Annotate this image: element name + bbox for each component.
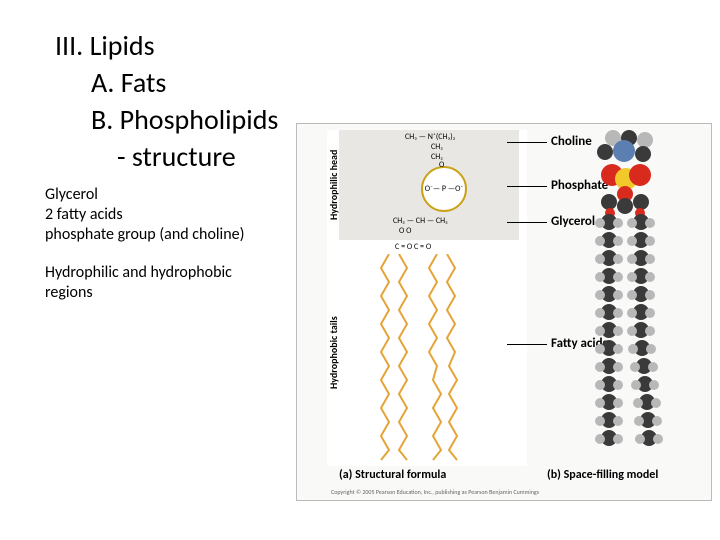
- atom-h: [595, 308, 605, 318]
- atom-h: [653, 434, 663, 444]
- atom-h: [595, 434, 605, 444]
- atom-h: [595, 362, 605, 372]
- atom-h: [634, 416, 644, 426]
- atom-h: [613, 290, 623, 300]
- atom-h: [613, 344, 623, 354]
- atom-n: [613, 140, 635, 162]
- atom-h: [613, 362, 623, 372]
- atom-h: [627, 254, 637, 264]
- atom-h: [645, 254, 655, 264]
- atom-h: [633, 398, 643, 408]
- sf-tail: [629, 214, 653, 460]
- atom-h: [595, 398, 605, 408]
- atom-h: [627, 272, 637, 282]
- chem-o-dbl: O: [439, 160, 444, 170]
- atom-h: [613, 254, 623, 264]
- atom-h: [645, 326, 655, 336]
- atom-h: [613, 326, 623, 336]
- atom-h: [613, 308, 623, 318]
- chem-glyc: CH₂ — CH — CH₂: [393, 216, 448, 226]
- atom-h: [595, 218, 605, 228]
- atom-h: [595, 326, 605, 336]
- atom-c: [617, 198, 633, 214]
- note-line: Hydrophilic and hydrophobic: [45, 263, 244, 283]
- caption-a: (a) Structural formula: [339, 468, 446, 482]
- atom-h: [595, 380, 605, 390]
- atom-h: [645, 236, 655, 246]
- note-line: Glycerol: [45, 185, 244, 205]
- phosphate-ring: O⁻— P —O⁻: [421, 166, 467, 212]
- outline-l2a: A. Fats: [91, 65, 278, 100]
- atom-h: [630, 362, 640, 372]
- atom-h: [649, 380, 659, 390]
- atom-h: [627, 308, 637, 318]
- phospholipid-diagram: Hydrophilic head Hydrophobic tails CH₃ —…: [296, 123, 712, 501]
- atom-h: [613, 398, 623, 408]
- atom-h: [595, 416, 605, 426]
- atom-h: [627, 290, 637, 300]
- note-line: phosphate group (and choline): [45, 225, 244, 245]
- atom-h: [595, 254, 605, 264]
- atom-h: [651, 398, 661, 408]
- caption-b: (b) Space-filling model: [547, 468, 658, 482]
- hydrophilic-head-box: CH₃ — N⁺(CH₃)₂ CH₂ CH₂ O⁻— P —O⁻ O CH₂ —…: [339, 130, 519, 240]
- atom-h: [645, 272, 655, 282]
- sf-tail: [597, 214, 621, 460]
- atom-h: [645, 308, 655, 318]
- leader-line: [507, 142, 547, 143]
- atom-h: [652, 416, 662, 426]
- atom-h: [613, 218, 623, 228]
- copyright-text: Copyright © 2005 Pearson Education, Inc.…: [331, 488, 539, 496]
- chem-cobonds: C = O C = O: [395, 242, 431, 252]
- structural-formula-panel: Hydrophilic head Hydrophobic tails CH₃ —…: [327, 130, 527, 466]
- atom-h: [627, 326, 637, 336]
- atom-c: [635, 146, 651, 162]
- note-line: 2 fatty acids: [45, 205, 244, 225]
- atom-h: [595, 344, 605, 354]
- atom-h: [646, 344, 656, 354]
- outline-l1: III. Lipids: [55, 28, 278, 63]
- atom-h: [627, 218, 637, 228]
- side-label-head: Hydrophilic head: [327, 130, 339, 240]
- sf-head-group: [587, 130, 657, 210]
- chem-ch2a: CH₂: [431, 142, 443, 152]
- outline-l3: - structure: [117, 139, 278, 174]
- atom-h: [613, 272, 623, 282]
- chem-obonds: O O: [399, 226, 411, 236]
- atom-h: [613, 434, 623, 444]
- atom-h: [595, 290, 605, 300]
- fatty-acid-tails-svg: [377, 254, 477, 464]
- notes-block: Glycerol 2 fatty acids phosphate group (…: [45, 185, 244, 303]
- atom-h: [627, 236, 637, 246]
- chem-phos: O⁻— P —O⁻: [425, 184, 464, 194]
- space-filling-panel: [547, 130, 701, 466]
- atom-h: [595, 272, 605, 282]
- leader-line: [507, 222, 547, 223]
- atom-h: [613, 236, 623, 246]
- note-line: regions: [45, 283, 244, 303]
- outline-block: III. Lipids A. Fats B. Phospholipids - s…: [55, 28, 278, 174]
- atom-h: [613, 380, 623, 390]
- leader-line: [507, 186, 547, 187]
- atom-h: [648, 362, 658, 372]
- atom-o: [629, 164, 651, 186]
- side-label-tails: Hydrophobic tails: [327, 240, 339, 466]
- outline-l2b: B. Phospholipids: [91, 102, 278, 137]
- leader-line: [507, 344, 547, 345]
- atom-c: [597, 144, 613, 160]
- atom-h: [613, 416, 623, 426]
- atom-h: [595, 236, 605, 246]
- atom-h: [645, 290, 655, 300]
- atom-h: [645, 218, 655, 228]
- chem-choline-top: CH₃ — N⁺(CH₃)₂: [405, 132, 455, 142]
